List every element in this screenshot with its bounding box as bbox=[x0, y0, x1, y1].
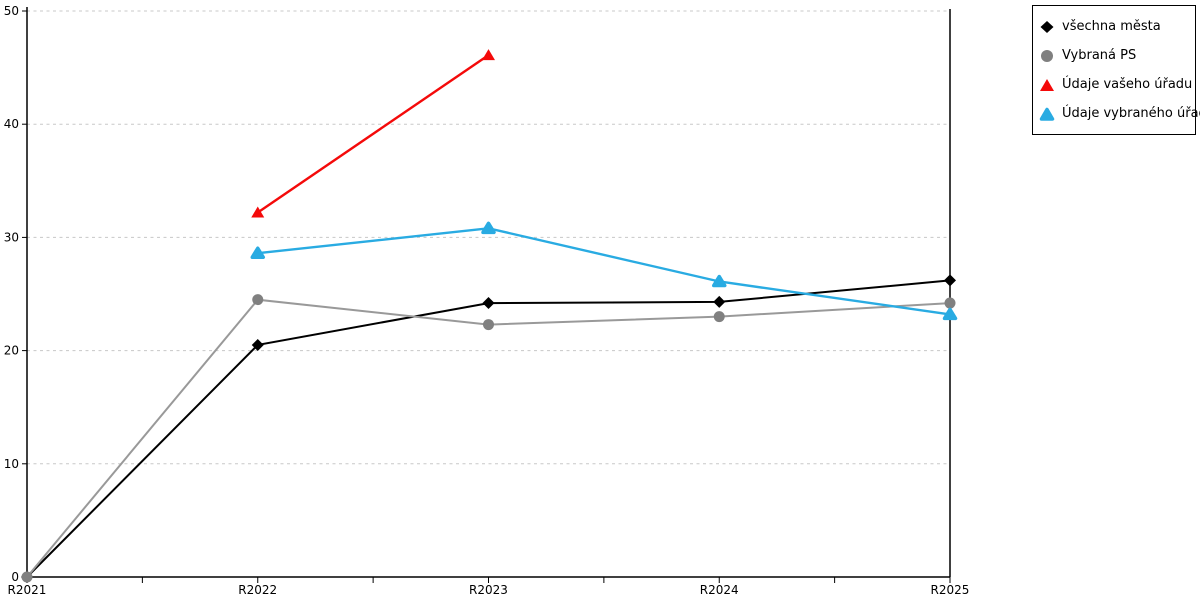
circle-legend-marker-icon bbox=[1041, 49, 1053, 62]
triangle-legend-marker-icon bbox=[1040, 78, 1054, 91]
legend-label-0: všechna města bbox=[1062, 19, 1161, 34]
x-axis-tick-label: R2021 bbox=[8, 583, 47, 597]
legend-label-1: Vybraná PS bbox=[1062, 48, 1137, 63]
x-axis-tick-label: R2023 bbox=[469, 583, 508, 597]
x-axis-tick-label: R2024 bbox=[700, 583, 739, 597]
legend-item-3: Údaje vybraného úřadu bbox=[1039, 99, 1200, 128]
data-point-marker-series-3 bbox=[481, 221, 496, 235]
legend-label-2: Údaje vašeho úřadu bbox=[1062, 77, 1193, 92]
diamond-icon bbox=[1040, 20, 1054, 33]
data-point-marker-series-2 bbox=[251, 206, 265, 218]
y-axis-tick-label: 50 bbox=[4, 4, 19, 18]
legend-item-2: Údaje vašeho úřadu bbox=[1039, 70, 1192, 99]
y-axis-tick-label: 0 bbox=[11, 570, 19, 584]
data-point-marker-series-1 bbox=[713, 311, 725, 323]
data-point-marker-series-3 bbox=[712, 274, 727, 288]
data-point-marker-series-1 bbox=[252, 294, 264, 306]
x-axis-tick-label: R2022 bbox=[238, 583, 277, 597]
diamond-legend-marker-icon bbox=[1040, 20, 1054, 33]
triangle-rounded-icon bbox=[1039, 107, 1055, 121]
data-point-marker-series-1 bbox=[483, 319, 494, 331]
legend-label-3: Údaje vybraného úřadu bbox=[1062, 106, 1200, 121]
triangle-rounded-legend-marker-icon bbox=[1039, 107, 1055, 121]
data-point-marker-series-0 bbox=[482, 297, 495, 310]
data-point-marker-series-2 bbox=[482, 49, 495, 61]
series-line-2 bbox=[257, 54, 490, 214]
x-axis-tick-label: R2025 bbox=[931, 583, 970, 597]
legend-item-1: Vybraná PS bbox=[1039, 41, 1187, 70]
data-point-marker-series-1 bbox=[21, 571, 33, 583]
y-axis-tick-label: 10 bbox=[4, 457, 19, 471]
legend-item-0: všechna města bbox=[1039, 12, 1187, 41]
series-line-3 bbox=[257, 227, 951, 316]
data-point-marker-series-0 bbox=[713, 295, 726, 308]
data-point-marker-series-3 bbox=[942, 307, 958, 321]
circle-icon bbox=[1041, 49, 1053, 62]
data-point-marker-series-3 bbox=[250, 246, 265, 259]
data-point-marker-series-0 bbox=[251, 338, 264, 351]
legend: všechna města Vybraná PS Údaje vašeho úřad… bbox=[1032, 5, 1200, 135]
data-point-marker-series-0 bbox=[944, 274, 956, 287]
data-point-marker-series-1 bbox=[944, 297, 956, 309]
y-axis-tick-label: 20 bbox=[4, 344, 19, 358]
y-axis-tick-label: 40 bbox=[4, 117, 19, 131]
triangle-icon bbox=[1040, 78, 1054, 91]
y-axis-tick-label: 30 bbox=[4, 230, 19, 244]
